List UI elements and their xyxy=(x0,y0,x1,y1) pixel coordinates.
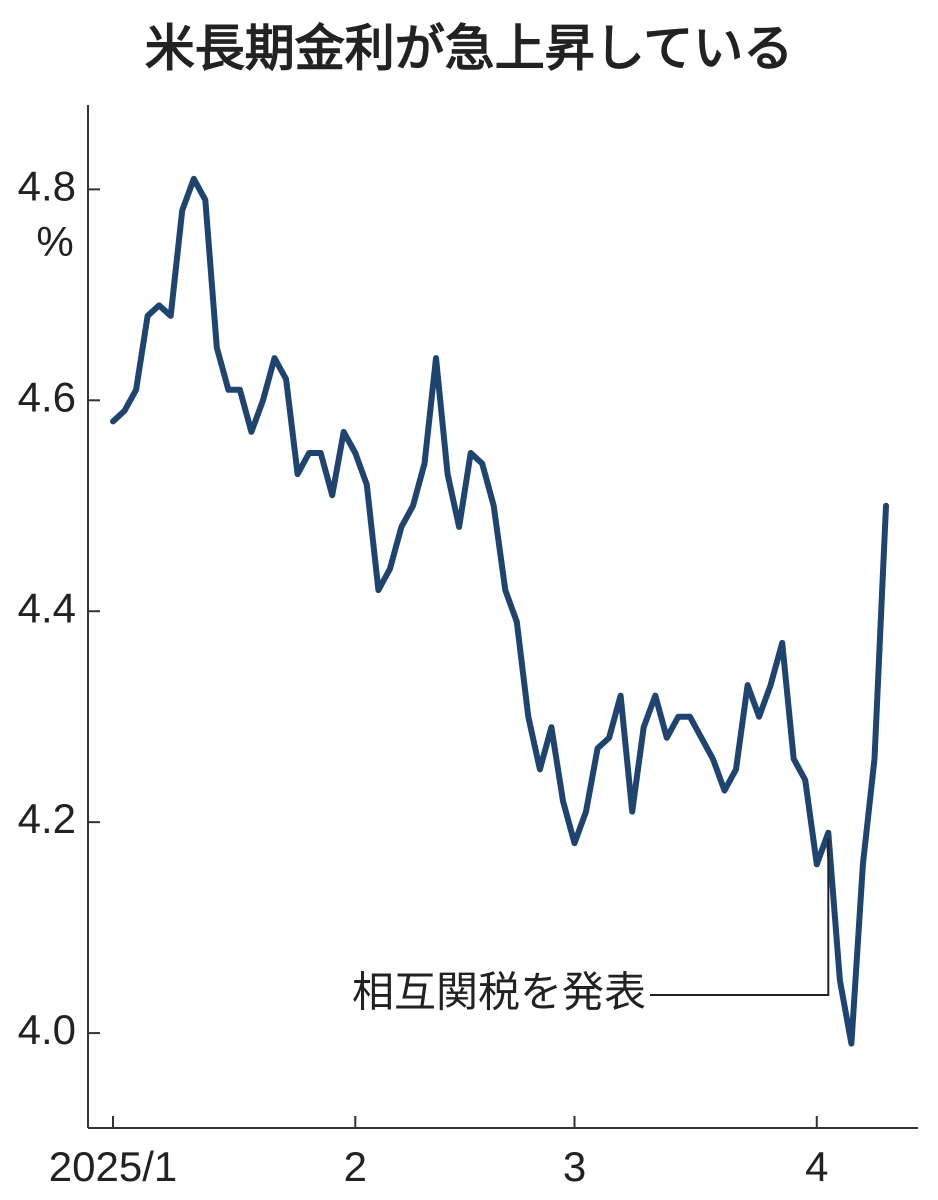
x-tick-label: 2025/1 xyxy=(49,1143,177,1190)
y-unit: % xyxy=(36,218,73,265)
annotation: 相互関税を発表 xyxy=(352,968,646,1017)
annotation-leader xyxy=(650,838,830,996)
y-tick-label: 4.4 xyxy=(18,584,76,631)
y-tick-label: 4.0 xyxy=(18,1006,76,1053)
y-tick-label: 4.8 xyxy=(18,162,76,209)
chart-title: 米長期金利が急上昇している xyxy=(145,20,794,78)
x-tick-label: 3 xyxy=(563,1143,586,1190)
y-tick-label: 4.6 xyxy=(18,373,76,420)
x-tick-label: 2 xyxy=(344,1143,367,1190)
y-tick-label: 4.2 xyxy=(18,795,76,842)
line xyxy=(110,175,889,1047)
x-tick-label: 4 xyxy=(805,1143,828,1190)
